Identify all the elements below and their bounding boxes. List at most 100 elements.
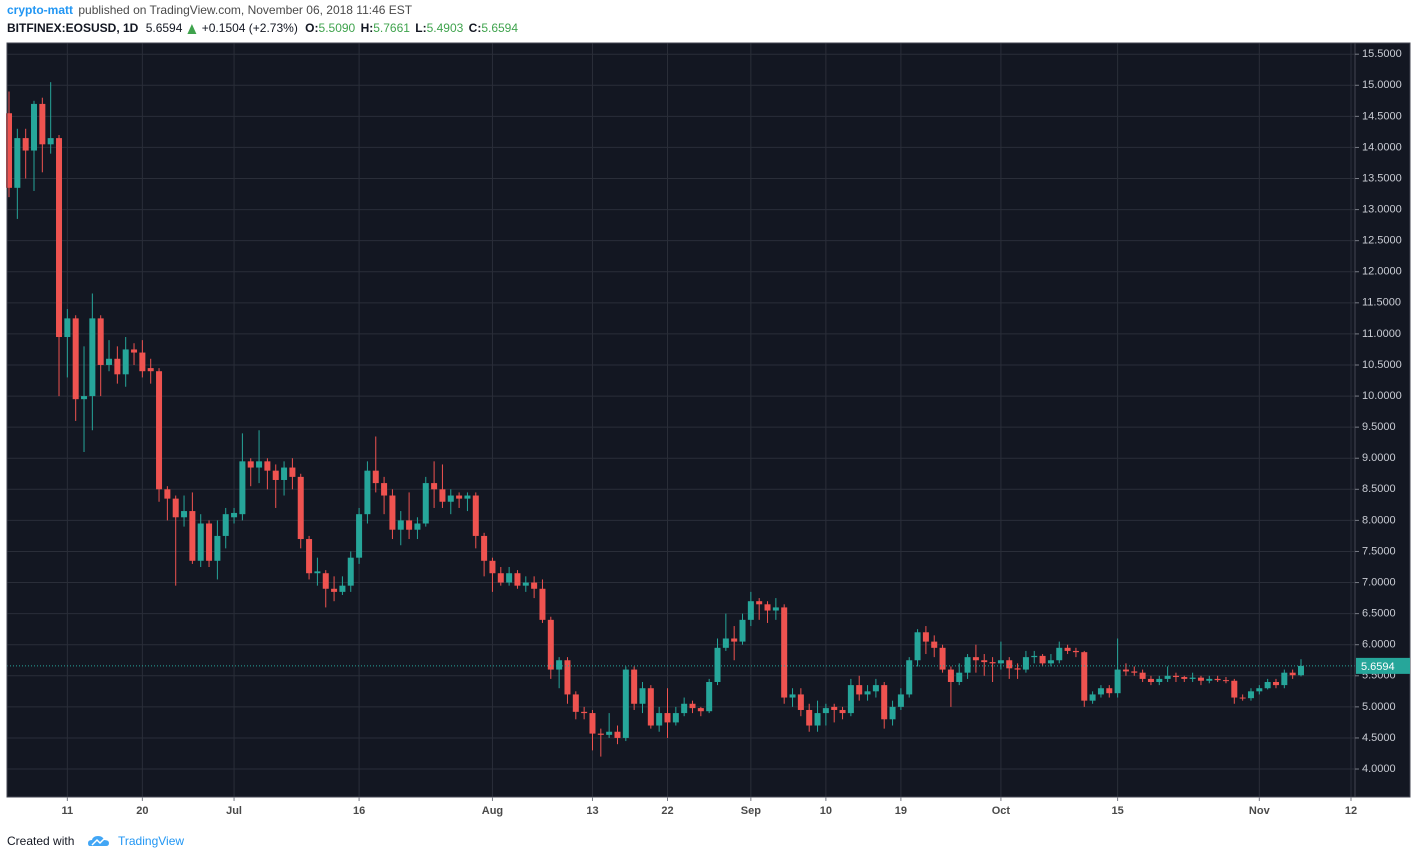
candle-body [631,669,638,704]
candle-body [831,706,838,710]
candle-body [564,660,571,695]
candle-body [331,588,338,592]
candle-body [322,573,329,589]
candle-body [972,657,979,661]
candle-body [222,514,229,536]
candle-body [289,467,296,477]
candle-body [939,647,946,670]
author[interactable]: crypto-matt [7,3,73,17]
candle-body [381,483,388,496]
x-tick-label: 13 [586,805,598,817]
candle-body [89,318,96,397]
candle-body [556,660,563,670]
candle-body [672,713,679,723]
candle-body [539,588,546,620]
candle-body [397,520,404,530]
y-tick-label: 9.5000 [1362,421,1396,433]
candle-body [1222,680,1229,682]
y-tick-label: 12.5000 [1362,235,1402,247]
candle-body [172,498,179,518]
candle-body [1039,655,1046,664]
y-tick-label: 7.0000 [1362,576,1396,588]
candle-body [106,358,113,365]
candle-body [281,467,288,480]
candle-body [739,619,746,642]
change: +0.1504 (+2.73%) [202,21,298,35]
footer-created: Created with [7,834,74,848]
candle-body [1156,678,1163,683]
candle-body [1197,677,1204,681]
candle-body [964,657,971,673]
y-tick-label: 6.0000 [1362,639,1396,651]
candle-body [347,557,354,586]
y-tick-label: 15.5000 [1362,48,1402,60]
candle-body [1122,669,1129,672]
candle-body [1214,678,1221,681]
candle-body [1014,668,1021,670]
candles [6,82,1355,757]
candle-body [772,607,779,611]
candle-body [1239,697,1246,699]
candle-body [1164,675,1171,679]
candle-body [339,585,346,592]
x-tick-label: 22 [661,805,673,817]
y-tick-label: 15.0000 [1362,79,1402,91]
candle-body [206,523,213,561]
candle-body [39,103,46,145]
candle-body [889,706,896,720]
candle-body [306,539,313,574]
candle-body [389,495,396,530]
candle-body [1247,691,1254,699]
candle-body [181,511,188,518]
candle-body [706,682,713,712]
candle-body [64,318,71,338]
candle-body [1031,655,1038,658]
candle-body [1022,657,1029,670]
x-tick-label: 15 [1111,805,1123,817]
candle-body [1081,652,1088,701]
candle-body [606,731,613,735]
candle-body [147,368,154,372]
candle-body [1289,672,1296,676]
header-line: crypto-matt published on TradingView.com… [7,3,413,17]
candle-body [1181,677,1188,679]
x-tick-label: 12 [1345,805,1357,817]
candle-body [714,647,721,683]
candle-body [81,396,88,400]
candle-body [981,660,988,663]
candle-body [756,601,763,605]
footer-brand[interactable]: TradingView [118,834,184,848]
candle-body [414,523,421,530]
candle-body [822,708,829,714]
candle-body [931,641,938,648]
candle-body [1047,660,1054,664]
x-tick-label: 20 [136,805,148,817]
candle-body [906,660,913,695]
candle-body [47,138,54,145]
candle-body [22,138,29,151]
candle-body [856,685,863,695]
candle-body [581,711,588,714]
candle-body [114,358,121,375]
candle-body [881,685,888,720]
close-label: C: [469,21,482,35]
y-tick-label: 7.5000 [1362,545,1396,557]
candle-body [872,685,879,692]
last-price-label: 5.6594 [1361,661,1395,673]
y-tick-label: 10.0000 [1362,390,1402,402]
candle-body [1106,688,1113,694]
candle-body [472,495,479,536]
candle-body [72,318,79,400]
candle-body [231,512,238,518]
candle-body [806,709,813,726]
axes: 4.00004.50005.00005.50006.00006.50007.00… [62,48,1410,817]
y-tick-label: 8.5000 [1362,483,1396,495]
candle-body [422,483,429,524]
candle-body [522,582,529,586]
candle-body [31,103,38,151]
candle-body [406,520,413,530]
candle-body [97,318,104,365]
candle-body [622,669,629,738]
candle-body [489,560,496,574]
